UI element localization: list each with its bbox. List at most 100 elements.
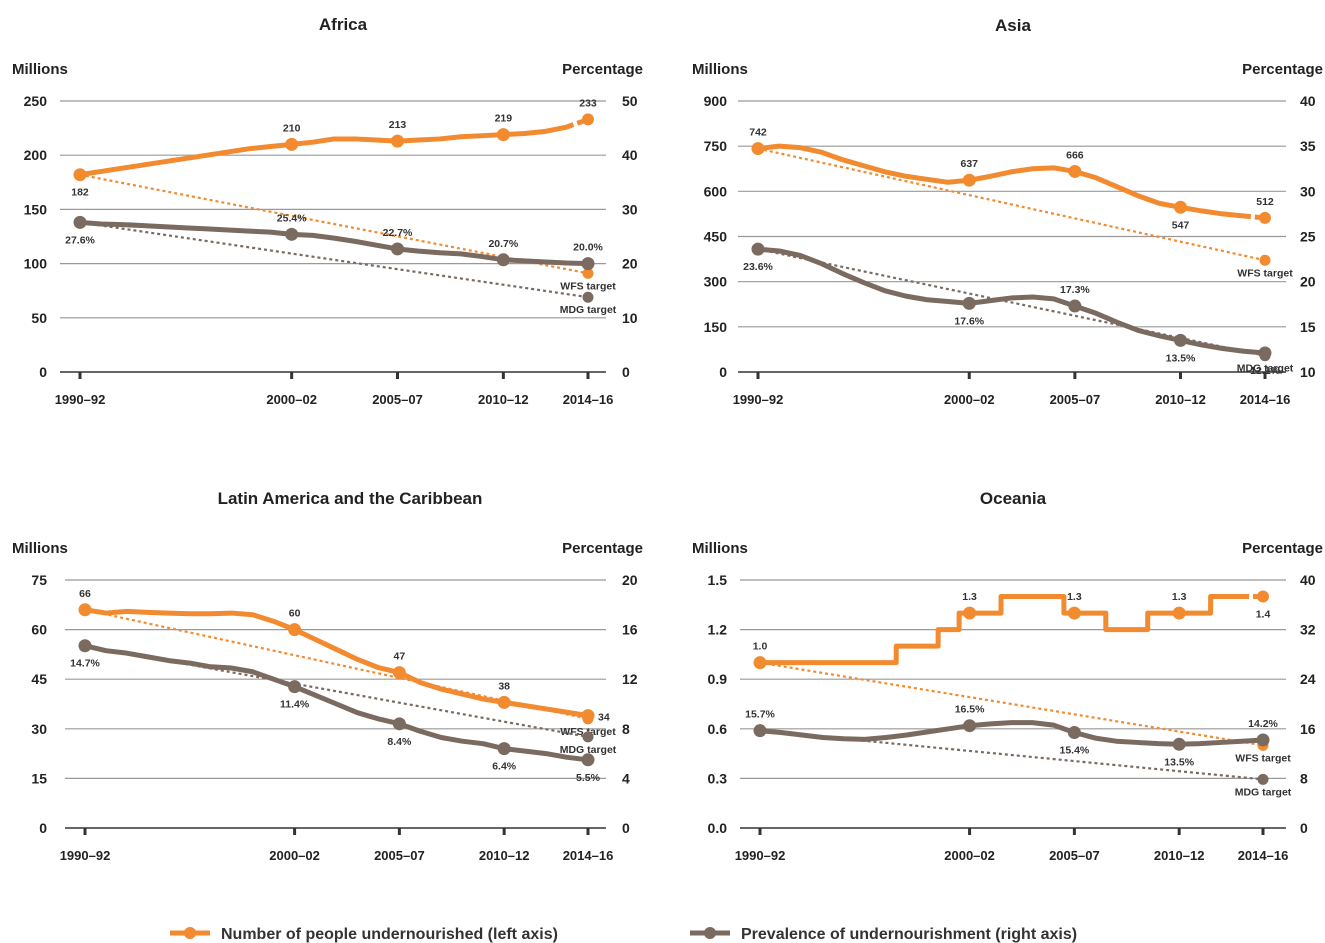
y-tick-left-label: 0 bbox=[39, 364, 47, 380]
y-tick-left-label: 1.2 bbox=[708, 622, 728, 638]
data-label: 66 bbox=[79, 588, 91, 600]
data-point bbox=[963, 606, 977, 620]
y-tick-right-label: 50 bbox=[622, 93, 638, 109]
x-tick-label: 2010–12 bbox=[1155, 392, 1206, 407]
data-label: 13.5% bbox=[1164, 756, 1194, 768]
y-axis-right-title: Percentage bbox=[1242, 540, 1323, 557]
data-label: 547 bbox=[1172, 219, 1190, 231]
x-tick-label: 2005–07 bbox=[1049, 848, 1100, 863]
data-label: 637 bbox=[960, 158, 978, 170]
data-point bbox=[963, 719, 977, 733]
data-label: 15.4% bbox=[1059, 745, 1089, 757]
target-label: WFS target bbox=[1235, 752, 1291, 764]
data-label: 1.3 bbox=[1067, 591, 1082, 603]
y-axis-left-title: Millions bbox=[692, 540, 748, 557]
data-point bbox=[1068, 164, 1082, 178]
data-label: 47 bbox=[394, 651, 406, 663]
data-label: 20.0% bbox=[573, 242, 603, 254]
y-tick-right-label: 12 bbox=[622, 671, 638, 687]
data-point bbox=[753, 656, 767, 670]
data-label: 17.3% bbox=[1060, 284, 1090, 296]
data-point bbox=[1174, 200, 1187, 214]
data-label: 25.4% bbox=[277, 212, 307, 224]
x-tick-label: 2000–02 bbox=[269, 848, 320, 863]
y-axis-right-title: Percentage bbox=[1242, 61, 1323, 78]
data-point bbox=[1258, 346, 1272, 360]
x-tick-label: 2000–02 bbox=[944, 392, 995, 407]
data-point bbox=[392, 717, 406, 731]
y-tick-right-label: 40 bbox=[622, 147, 638, 163]
y-tick-left-label: 300 bbox=[704, 274, 728, 290]
y-tick-left-label: 150 bbox=[704, 319, 728, 335]
data-point bbox=[1067, 726, 1081, 740]
y-tick-right-label: 10 bbox=[1300, 364, 1316, 380]
x-tick-label: 2005–07 bbox=[372, 392, 423, 407]
chart-title: Latin America and the Caribbean bbox=[218, 489, 483, 508]
x-tick-label: 2005–07 bbox=[374, 848, 425, 863]
legend: Number of people undernourished (left ax… bbox=[170, 926, 1077, 943]
target-point bbox=[582, 291, 594, 303]
data-point bbox=[962, 296, 976, 310]
y-tick-right-label: 20 bbox=[1300, 274, 1316, 290]
x-tick-label: 2000–02 bbox=[266, 392, 317, 407]
x-tick-label: 2014–16 bbox=[1240, 392, 1291, 407]
data-point bbox=[962, 173, 976, 187]
y-tick-right-label: 35 bbox=[1300, 138, 1316, 154]
data-label: 14.2% bbox=[1248, 718, 1278, 730]
target-point bbox=[1257, 773, 1269, 785]
y-tick-right-label: 32 bbox=[1300, 622, 1316, 638]
data-point bbox=[581, 753, 595, 767]
data-point bbox=[1259, 211, 1271, 224]
y-tick-right-label: 25 bbox=[1300, 229, 1316, 245]
data-label: 5.5% bbox=[576, 772, 601, 784]
data-point bbox=[1256, 733, 1270, 747]
y-tick-left-label: 750 bbox=[704, 138, 728, 154]
target-label: WFS target bbox=[1237, 267, 1293, 279]
target-point bbox=[582, 731, 594, 743]
data-label: 23.6% bbox=[743, 261, 773, 273]
data-label: 6.4% bbox=[492, 761, 517, 773]
target-label: WFS target bbox=[560, 280, 616, 292]
y-tick-right-label: 10 bbox=[622, 310, 638, 326]
target-line-wfs bbox=[79, 173, 589, 275]
y-tick-right-label: 30 bbox=[622, 201, 638, 217]
chart-title: Africa bbox=[319, 15, 368, 34]
series-line bbox=[82, 607, 591, 719]
target-label: MDG target bbox=[560, 304, 617, 316]
y-tick-right-label: 0 bbox=[622, 364, 630, 380]
series-line bbox=[757, 594, 1245, 666]
data-label: 15.7% bbox=[745, 709, 775, 721]
x-tick-label: 2000–02 bbox=[944, 848, 995, 863]
data-label: 512 bbox=[1256, 196, 1274, 208]
data-point bbox=[1174, 333, 1187, 347]
x-tick-label: 1990–92 bbox=[733, 392, 784, 407]
y-tick-left-label: 60 bbox=[31, 622, 47, 638]
data-point bbox=[497, 695, 511, 709]
data-label: 38 bbox=[498, 680, 510, 692]
y-tick-left-label: 0.9 bbox=[708, 671, 728, 687]
y-tick-right-label: 0 bbox=[1300, 820, 1308, 836]
y-tick-left-label: 50 bbox=[31, 310, 47, 326]
data-label: 60 bbox=[289, 608, 301, 620]
data-label: 14.7% bbox=[70, 658, 100, 670]
data-label: 13.5% bbox=[1166, 352, 1196, 364]
legend-marker-people bbox=[184, 927, 196, 939]
chart-panel-1: Asia Millions Percentage 0 150 300 450 600 750 90… bbox=[692, 16, 1323, 407]
x-tick-label: 2005–07 bbox=[1050, 392, 1101, 407]
legend-label-people: Number of people undernourished (left ax… bbox=[221, 926, 558, 943]
data-label: 1.3 bbox=[962, 591, 977, 603]
data-point bbox=[73, 215, 87, 229]
y-tick-left-label: 75 bbox=[31, 572, 47, 588]
y-tick-right-label: 40 bbox=[1300, 572, 1316, 588]
data-label: 210 bbox=[283, 122, 301, 134]
data-label: 233 bbox=[579, 97, 597, 109]
y-axis-left-title: Millions bbox=[692, 61, 748, 78]
y-tick-left-label: 45 bbox=[31, 671, 47, 687]
target-line-mdg bbox=[79, 221, 589, 299]
x-tick-label: 2010–12 bbox=[479, 848, 530, 863]
data-label: 27.6% bbox=[65, 234, 95, 246]
y-axis-right-title: Percentage bbox=[562, 540, 643, 557]
data-point bbox=[1067, 606, 1081, 620]
y-tick-right-label: 16 bbox=[1300, 721, 1316, 737]
